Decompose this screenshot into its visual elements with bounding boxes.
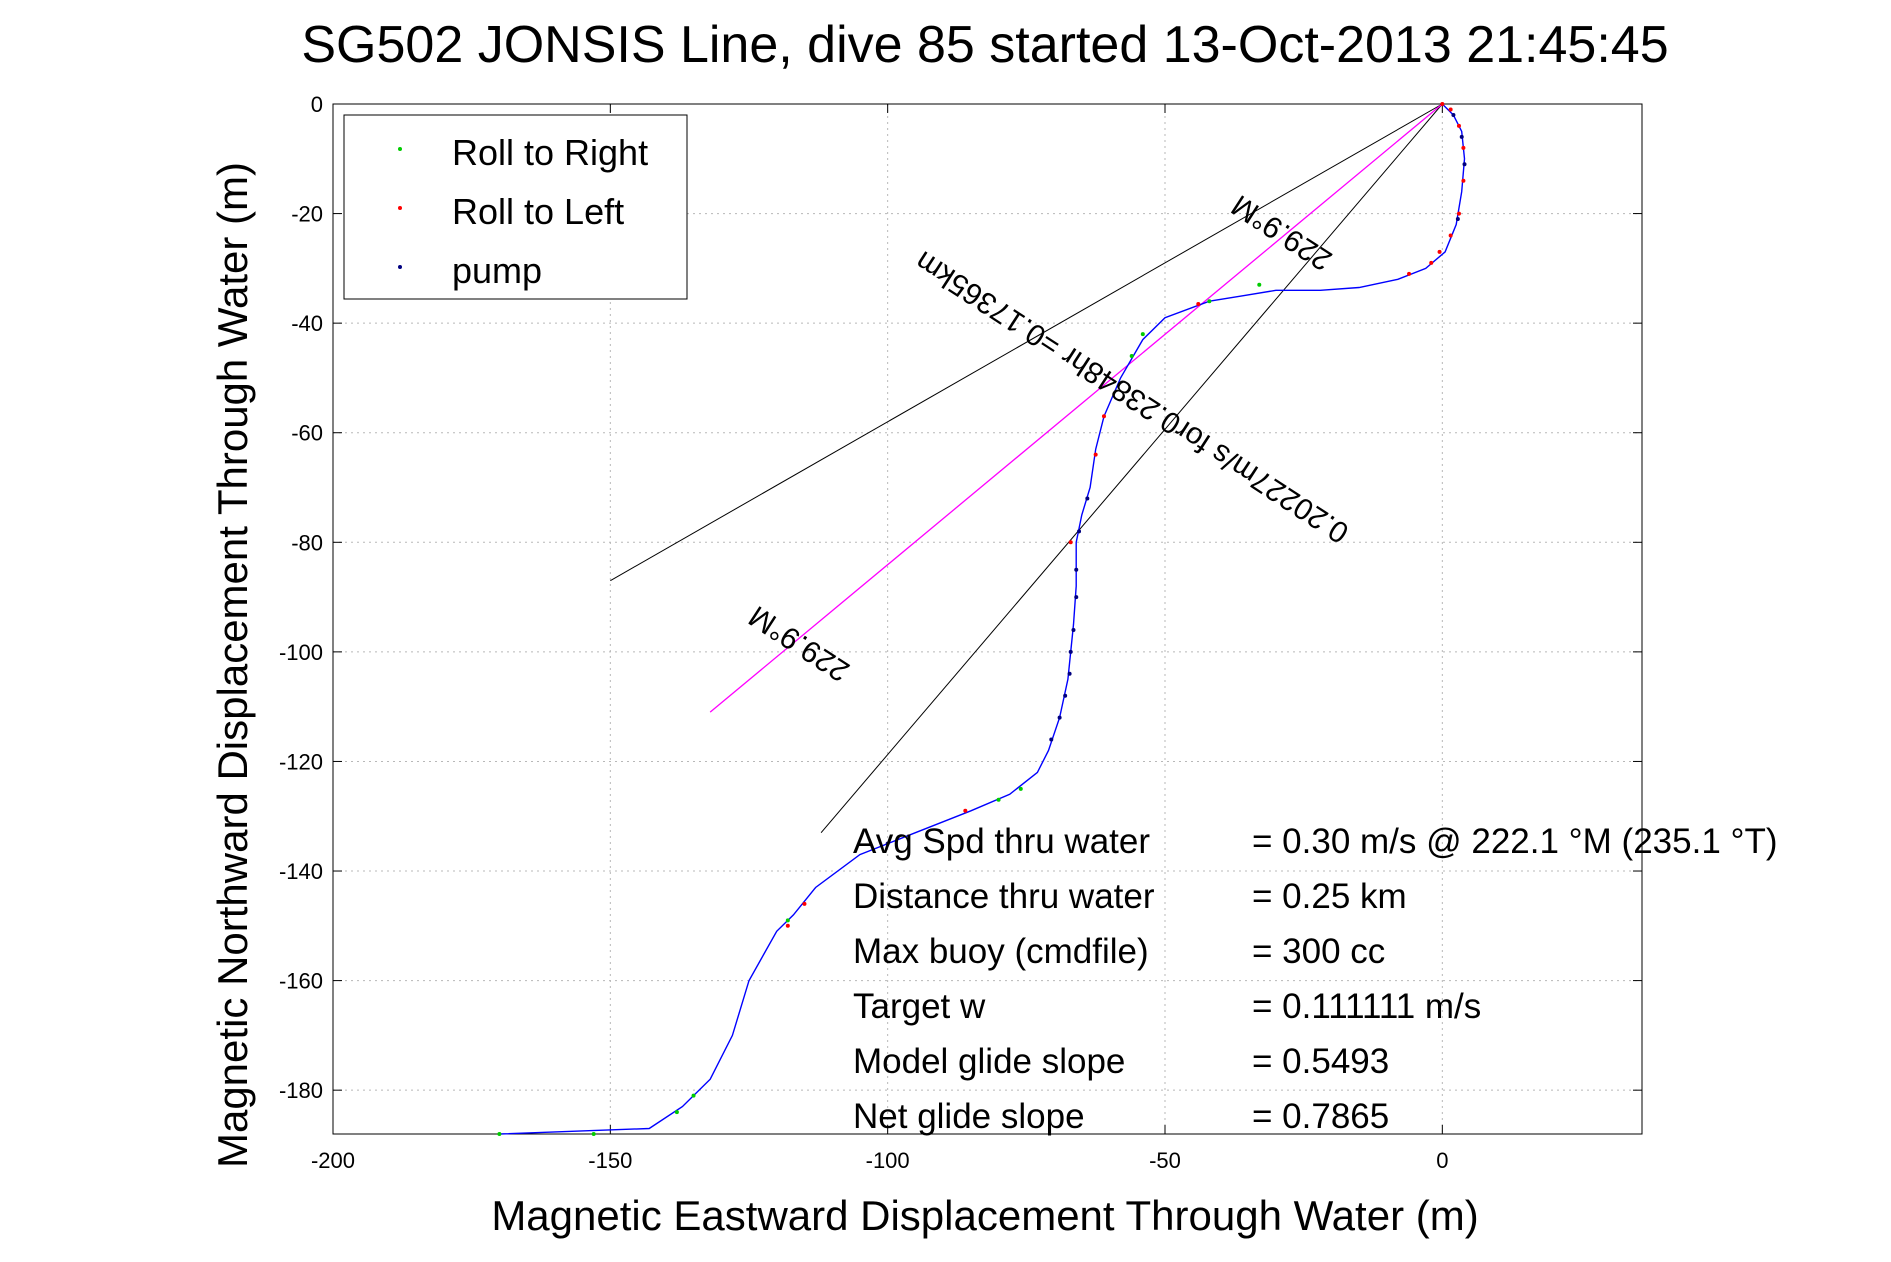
roll-left-point bbox=[785, 923, 790, 928]
legend-label: pump bbox=[452, 250, 542, 291]
stat-label: Model glide slope bbox=[853, 1042, 1125, 1081]
x-tick-label: -150 bbox=[588, 1148, 632, 1173]
roll-left-point bbox=[1461, 145, 1466, 150]
legend-label: Roll to Right bbox=[452, 132, 648, 173]
y-tick-label: -180 bbox=[279, 1078, 323, 1103]
roll-right-point bbox=[674, 1110, 679, 1115]
roll-left-point bbox=[1456, 211, 1461, 216]
stat-label: Avg Spd thru water bbox=[853, 822, 1150, 861]
roll-right-point bbox=[1018, 786, 1023, 791]
roll-right-point bbox=[1207, 299, 1212, 304]
stat-value: = 0.25 km bbox=[1252, 877, 1407, 916]
y-tick-label: -100 bbox=[279, 640, 323, 665]
pump-point bbox=[1074, 595, 1079, 600]
roll-left-point bbox=[1440, 102, 1445, 106]
pump-point bbox=[1085, 496, 1090, 501]
pump-point bbox=[1063, 693, 1068, 698]
stat-label: Distance thru water bbox=[853, 877, 1155, 916]
heading-line bbox=[709, 103, 1443, 713]
y-tick-label: -80 bbox=[291, 530, 323, 555]
stat-value: = 300 cc bbox=[1252, 932, 1385, 971]
roll-left-point bbox=[802, 901, 807, 906]
roll-right-point bbox=[497, 1132, 502, 1136]
stat-label: Max buoy (cmdfile) bbox=[853, 932, 1149, 971]
pump-point bbox=[1459, 134, 1464, 139]
roll-right-point bbox=[591, 1132, 596, 1136]
roll-right-point bbox=[785, 918, 790, 923]
pump-point bbox=[1067, 671, 1072, 676]
x-tick-label: -50 bbox=[1149, 1148, 1181, 1173]
x-tick-label: -200 bbox=[311, 1148, 355, 1173]
pump-point bbox=[1451, 112, 1456, 117]
roll-left-point bbox=[1101, 414, 1106, 419]
y-tick-label: -20 bbox=[291, 202, 323, 227]
stat-value: = 0.30 m/s @ 222.1 °M (235.1 °T) bbox=[1252, 822, 1778, 861]
pump-point bbox=[1074, 567, 1079, 572]
chart-points bbox=[497, 102, 1467, 1136]
y-axis-label: Magnetic Northward Displacement Through … bbox=[209, 162, 256, 1168]
roll-left-point bbox=[963, 808, 968, 813]
legend: Roll to Right Roll to Left pump bbox=[343, 114, 688, 300]
pump-point bbox=[1068, 649, 1073, 654]
roll-left-point bbox=[1429, 260, 1434, 265]
roll-left-point bbox=[1448, 107, 1453, 112]
roll-right-point bbox=[996, 797, 1001, 802]
roll-right-point bbox=[691, 1093, 696, 1098]
roll-left-point bbox=[1196, 301, 1201, 306]
y-tick-label: -140 bbox=[279, 859, 323, 884]
roll-right-point bbox=[1140, 332, 1145, 337]
heading-cone-line bbox=[610, 103, 1443, 582]
roll-right-point bbox=[1257, 282, 1262, 287]
y-tick-label: 0 bbox=[311, 92, 323, 117]
y-tick-label: -120 bbox=[279, 749, 323, 774]
chart-lines bbox=[499, 103, 1466, 1135]
roll-left-point bbox=[1448, 233, 1453, 238]
stat-value: = 0.111111 m/s bbox=[1252, 987, 1481, 1026]
roll-left-point bbox=[1437, 249, 1442, 254]
pump-point bbox=[1049, 737, 1054, 742]
roll-left-point bbox=[1461, 178, 1466, 183]
dive-track-line bbox=[499, 103, 1466, 1135]
legend-label: Roll to Left bbox=[452, 191, 624, 232]
roll-left-point bbox=[1068, 540, 1073, 545]
pump-point bbox=[885, 841, 890, 846]
pump-point bbox=[1071, 627, 1076, 632]
x-axis-label: Magnetic Eastward Displacement Through W… bbox=[491, 1192, 1478, 1239]
plot-area-frame bbox=[332, 103, 1643, 1135]
legend-marker bbox=[398, 206, 402, 210]
chart-title: SG502 JONSIS Line, dive 85 started 13-Oc… bbox=[301, 16, 1668, 74]
stat-label: Target w bbox=[853, 987, 986, 1026]
y-tick-label: -60 bbox=[291, 421, 323, 446]
heading-cone-line bbox=[820, 103, 1443, 833]
legend-marker bbox=[398, 265, 402, 269]
pump-point bbox=[1057, 715, 1062, 720]
y-tick-label: -40 bbox=[291, 311, 323, 336]
stats-block: Avg Spd thru water = 0.30 m/s @ 222.1 °M … bbox=[853, 822, 1778, 1136]
stat-label: Net glide slope bbox=[853, 1097, 1085, 1136]
roll-left-point bbox=[1093, 452, 1098, 457]
x-tick-label: 0 bbox=[1436, 1148, 1448, 1173]
y-tick-label: -160 bbox=[279, 969, 323, 994]
roll-right-point bbox=[1129, 354, 1134, 359]
axis-ticks: -200 -150 -100 -50 0 0 -20 -40 -60 -80 -100 -120 -14… bbox=[279, 92, 1642, 1173]
pump-point bbox=[1077, 529, 1082, 534]
x-tick-label: -100 bbox=[866, 1148, 910, 1173]
pump-point bbox=[1455, 217, 1460, 222]
stat-value: = 0.7865 bbox=[1252, 1097, 1389, 1136]
pump-point bbox=[1462, 162, 1467, 167]
roll-left-point bbox=[1456, 123, 1461, 128]
roll-left-point bbox=[1407, 271, 1412, 276]
stat-value: = 0.5493 bbox=[1252, 1042, 1389, 1081]
legend-marker bbox=[398, 147, 402, 151]
